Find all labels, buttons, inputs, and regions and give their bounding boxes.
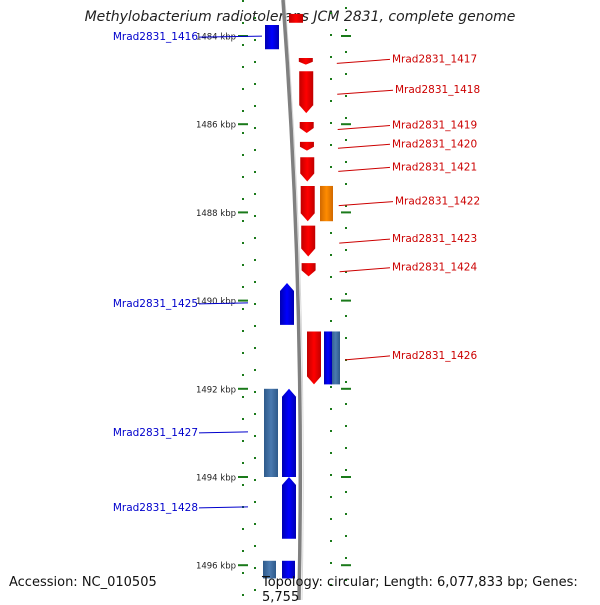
gene-arrow[interactable] bbox=[298, 58, 313, 65]
gene-label[interactable]: Mrad2831_1427 bbox=[113, 427, 198, 439]
gene-label[interactable]: Mrad2831_1416 bbox=[113, 31, 198, 43]
axis-tick-label: 1486 kbp bbox=[196, 121, 236, 131]
feature-steel[interactable] bbox=[264, 388, 278, 477]
feature-steel[interactable] bbox=[331, 331, 340, 385]
gene-label[interactable]: Mrad2831_1418 bbox=[395, 84, 480, 96]
gene-label[interactable]: Mrad2831_1421 bbox=[392, 161, 477, 173]
gene-label-leader bbox=[338, 201, 394, 207]
gene-label-leader bbox=[337, 125, 391, 131]
axis-tick-label: 1490 kbp bbox=[196, 297, 236, 307]
gene-label-leader bbox=[338, 166, 391, 172]
gene-label-leader bbox=[337, 143, 391, 149]
topology-text: Topology: circular; Length: 6,077,833 bp… bbox=[262, 575, 578, 605]
gene-arrow[interactable] bbox=[300, 185, 315, 222]
axis-tick-label: 1496 kbp bbox=[196, 562, 236, 572]
gene-label[interactable]: Mrad2831_1422 bbox=[395, 196, 480, 208]
gene-arrow[interactable] bbox=[307, 331, 321, 385]
gene-label[interactable]: Mrad2831_1425 bbox=[113, 298, 198, 310]
gene-arrow[interactable] bbox=[282, 477, 296, 539]
gene-label[interactable]: Mrad2831_1417 bbox=[392, 53, 477, 65]
gene-label[interactable]: Mrad2831_1426 bbox=[392, 350, 477, 362]
gene-label-leader bbox=[339, 267, 391, 273]
feature-blue[interactable] bbox=[324, 331, 332, 385]
gene-label[interactable]: Mrad2831_1424 bbox=[392, 262, 477, 274]
gene-label-leader bbox=[198, 431, 249, 434]
gene-label[interactable]: Mrad2831_1423 bbox=[392, 233, 477, 245]
gene-arrow[interactable] bbox=[265, 24, 279, 50]
gene-label[interactable]: Mrad2831_1420 bbox=[392, 138, 477, 150]
gene-label-leader bbox=[339, 238, 391, 244]
gene-label-leader bbox=[198, 506, 249, 509]
gene-arrow[interactable] bbox=[299, 121, 314, 134]
gene-arrow[interactable] bbox=[280, 282, 294, 325]
axis-tick-label: 1484 kbp bbox=[196, 33, 236, 43]
gene-label-leader bbox=[198, 302, 249, 305]
gene-label[interactable]: Mrad2831_1419 bbox=[392, 120, 477, 132]
feature-steel[interactable] bbox=[263, 560, 276, 579]
gene-label-leader bbox=[337, 89, 394, 95]
backbone-line bbox=[281, 0, 303, 600]
feature-orange[interactable] bbox=[320, 185, 333, 222]
gene-arrow[interactable] bbox=[282, 388, 296, 477]
gene-arrow[interactable] bbox=[300, 157, 315, 182]
gene-label[interactable]: Mrad2831_1428 bbox=[113, 502, 198, 514]
backbone-shadow bbox=[284, 0, 304, 600]
gene-arrow[interactable] bbox=[299, 71, 314, 114]
axis-tick-label: 1492 kbp bbox=[196, 385, 236, 395]
gene-label-leader bbox=[344, 355, 391, 361]
axis-tick-label: 1494 kbp bbox=[196, 474, 236, 484]
accession-text: Accession: NC_010505 bbox=[9, 575, 157, 590]
gene-arrow[interactable] bbox=[301, 263, 316, 277]
gene-label-leader bbox=[198, 35, 263, 38]
gene-arrow[interactable] bbox=[301, 225, 316, 257]
gene-arrow[interactable] bbox=[299, 141, 314, 151]
gene-continuation[interactable] bbox=[289, 13, 303, 23]
axis-tick-label: 1488 kbp bbox=[196, 209, 236, 219]
gene-label-leader bbox=[336, 58, 391, 64]
gene-continuation[interactable] bbox=[282, 560, 295, 579]
